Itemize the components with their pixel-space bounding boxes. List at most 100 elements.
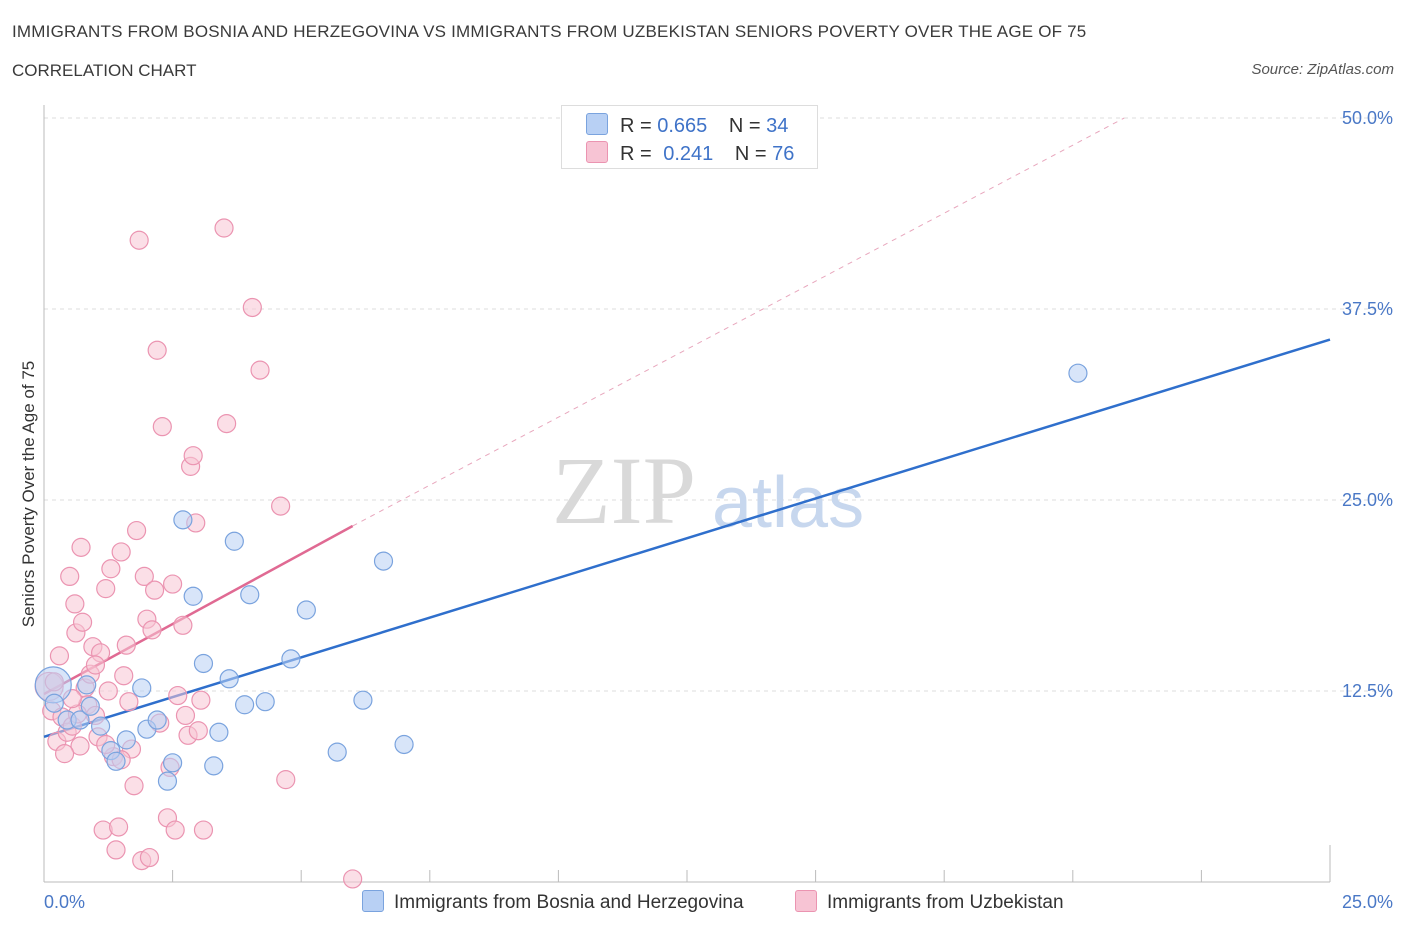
grid-layer xyxy=(44,117,1390,692)
legend-n-value-uzbekistan: 76 xyxy=(772,143,795,165)
point-bosnia xyxy=(209,722,229,742)
bottom-legend-label-uzbekistan: Immigrants from Uzbekistan xyxy=(827,892,1064,913)
point-uzbekistan xyxy=(93,820,113,840)
point-uzbekistan xyxy=(124,776,144,796)
point-uzbekistan xyxy=(165,820,185,840)
point-bosnia xyxy=(173,510,193,530)
legend-r-value-bosnia: 0.665 xyxy=(657,115,708,137)
point-uzbekistan xyxy=(242,297,262,318)
point-uzbekistan xyxy=(60,566,80,587)
point-bosnia xyxy=(132,678,152,698)
bottom-legend-bosnia: Immigrants from Bosnia and Herzegovina xyxy=(362,890,744,914)
point-uzbekistan xyxy=(71,537,91,557)
point-bosnia xyxy=(147,710,167,730)
point-uzbekistan xyxy=(119,692,139,712)
point-bosnia xyxy=(373,551,394,571)
source-label: Source: ZipAtlas.com xyxy=(1251,61,1394,78)
point-bosnia xyxy=(90,716,111,736)
y-tick-label: 12.5% xyxy=(1342,681,1393,701)
bottom-legend-swatch-bosnia xyxy=(362,890,384,912)
point-bosnia xyxy=(1068,363,1088,383)
point-uzbekistan xyxy=(70,736,90,756)
point-uzbekistan xyxy=(126,520,147,541)
point-uzbekistan xyxy=(173,615,193,635)
point-uzbekistan xyxy=(108,817,129,837)
point-uzbekistan xyxy=(191,690,211,710)
point-uzbekistan xyxy=(214,218,234,238)
point-bosnia xyxy=(255,692,275,712)
point-uzbekistan xyxy=(142,620,162,640)
point-uzbekistan xyxy=(217,414,237,434)
legend-row-uzbekistan: R = 0.241 N = 76 xyxy=(586,141,794,165)
points-layer xyxy=(34,218,1088,889)
point-uzbekistan xyxy=(175,705,196,726)
x-tick-label-min: 0.0% xyxy=(44,892,85,912)
point-bosnia xyxy=(281,649,301,669)
legend-n-label: N = xyxy=(728,115,761,137)
trend-layer xyxy=(43,117,1331,739)
point-uzbekistan xyxy=(163,574,183,594)
point-bosnia xyxy=(394,734,414,755)
bottom-legend-uzbekistan: Immigrants from Uzbekistan xyxy=(795,890,1064,914)
legend-row-bosnia: R = 0.665 N = 34 xyxy=(586,113,788,137)
point-uzbekistan xyxy=(54,744,75,764)
point-uzbekistan xyxy=(72,612,93,632)
point-uzbekistan xyxy=(147,340,167,360)
point-bosnia xyxy=(106,751,126,771)
point-bosnia xyxy=(235,695,255,715)
y-tick-label: 37.5% xyxy=(1342,299,1393,319)
point-uzbekistan xyxy=(152,417,172,437)
point-uzbekistan xyxy=(276,770,296,790)
point-bosnia xyxy=(296,600,316,620)
point-uzbekistan xyxy=(114,666,134,686)
legend-swatch-bosnia xyxy=(586,113,608,135)
legend-r-value-uzbekistan: 0.241 xyxy=(663,143,714,165)
legend-swatch-uzbekistan xyxy=(586,141,608,163)
point-bosnia xyxy=(224,531,244,551)
y-axis-title: Seniors Poverty Over the Age of 75 xyxy=(19,361,38,627)
chart-title: IMMIGRANTS FROM BOSNIA AND HERZEGOVINA V… xyxy=(12,22,1087,41)
point-uzbekistan xyxy=(98,681,118,701)
point-uzbekistan xyxy=(193,820,214,840)
point-bosnia xyxy=(157,771,178,791)
point-bosnia xyxy=(193,653,214,674)
point-uzbekistan xyxy=(183,446,203,466)
legend-n-value-bosnia: 34 xyxy=(766,115,789,137)
point-bosnia xyxy=(116,730,136,750)
watermark-zip: ZIP xyxy=(552,437,696,544)
bottom-legend-swatch-uzbekistan xyxy=(795,890,817,912)
bottom-legend-label-bosnia: Immigrants from Bosnia and Herzegovina xyxy=(394,892,744,913)
point-bosnia xyxy=(219,669,239,689)
point-uzbekistan xyxy=(85,655,106,675)
point-uzbekistan xyxy=(111,542,131,562)
point-bosnia xyxy=(183,586,203,606)
point-uzbekistan xyxy=(271,496,291,516)
point-uzbekistan xyxy=(250,360,270,380)
chart-subtitle: CORRELATION CHART xyxy=(12,61,197,80)
point-uzbekistan xyxy=(49,646,70,666)
trend-line-bosnia xyxy=(43,338,1331,739)
legend-r-label: R = xyxy=(620,143,652,165)
point-bosnia xyxy=(240,585,260,605)
point-uzbekistan xyxy=(139,847,160,868)
point-uzbekistan xyxy=(96,579,116,599)
point-bosnia xyxy=(204,756,224,776)
point-bosnia xyxy=(70,710,90,730)
point-bosnia xyxy=(353,690,373,710)
point-bosnia xyxy=(44,693,64,713)
point-bosnia xyxy=(163,753,183,773)
point-uzbekistan xyxy=(101,559,121,579)
y-tick-label: 50.0% xyxy=(1342,108,1393,128)
point-uzbekistan xyxy=(168,685,188,706)
point-uzbekistan xyxy=(134,566,154,587)
watermark-atlas: atlas xyxy=(712,463,864,543)
legend: R = 0.665 N = 34 R = 0.241 N = 76 xyxy=(561,105,818,169)
legend-n-label: N = xyxy=(734,143,767,165)
legend-r-label: R = xyxy=(620,115,652,137)
x-tick-label-max: 25.0% xyxy=(1342,892,1393,912)
point-uzbekistan xyxy=(129,230,149,250)
point-bosnia xyxy=(327,742,347,762)
point-uzbekistan xyxy=(65,594,85,614)
labels-layer: 12.5% 25.0% 37.5% 50.0% 0.0% 25.0% xyxy=(44,108,1393,912)
